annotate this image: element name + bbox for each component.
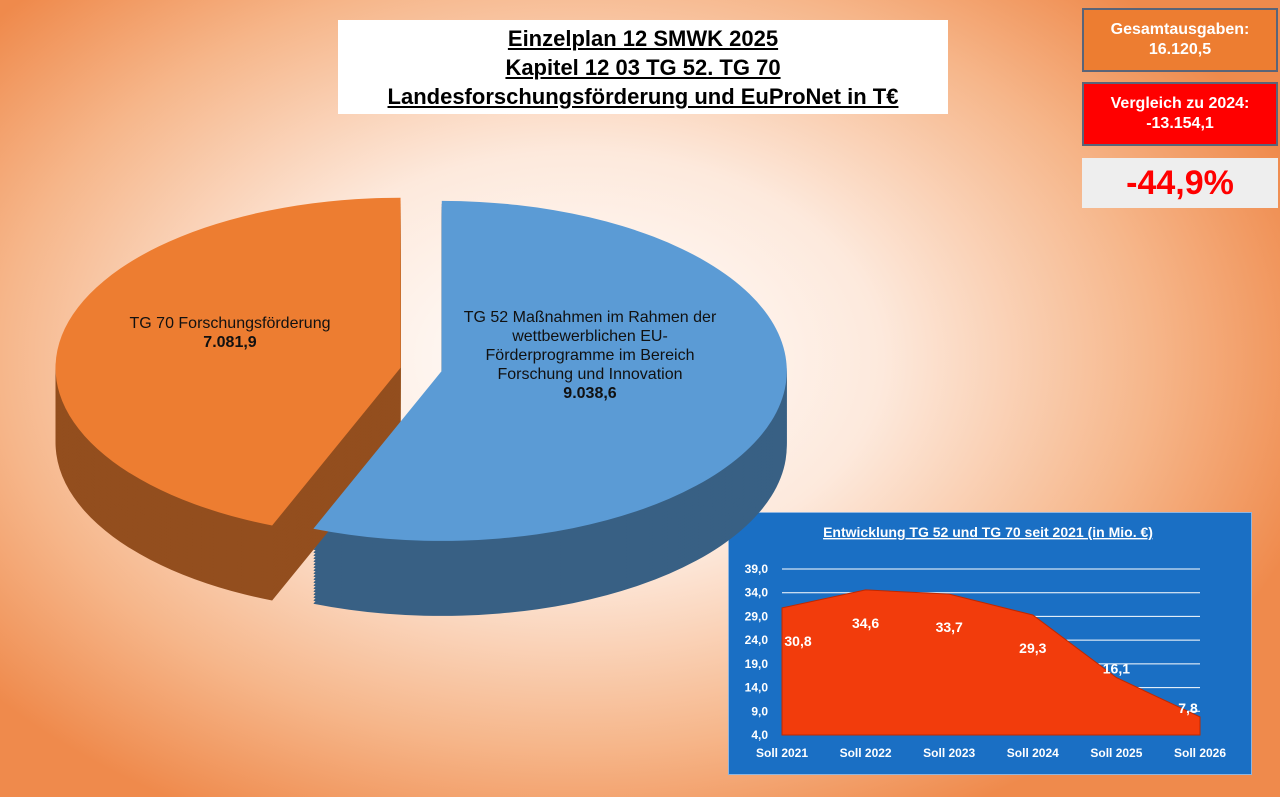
y-tick-label: 24,0 [745, 633, 769, 647]
value-label: 9.038,6 [563, 385, 617, 402]
y-tick-label: 14,0 [745, 681, 769, 695]
value-label: 30,8 [784, 633, 811, 649]
title-line: Einzelplan 12 SMWK 2025 [507, 26, 779, 51]
y-tick-label: 39,0 [745, 562, 769, 576]
y-tick-label: 19,0 [745, 657, 769, 671]
slice [55, 197, 401, 526]
compare-box: Vergleich zu 2024: -13.154,1 [1082, 82, 1278, 146]
change-box: -44,9% [1082, 158, 1278, 208]
x-tick-label: Soll 2023 [923, 746, 975, 760]
x-tick-label: Soll 2025 [1090, 746, 1142, 760]
category-label: TG 70 Forschungsförderung [129, 315, 331, 332]
slice [313, 200, 787, 541]
total-label: Gesamtausgaben: [1110, 21, 1250, 38]
x-tick-label: Soll 2022 [840, 746, 892, 760]
chart-title: Entwicklung TG 52 und TG 70 seit 2021 (i… [823, 524, 1153, 540]
slice-label: TG 70 Forschungsförderung 7.081,9 [100, 314, 360, 352]
x-tick-label: Soll 2021 [756, 746, 808, 760]
y-tick-label: 34,0 [745, 586, 769, 600]
y-tick-label: 29,0 [745, 609, 769, 623]
y-tick-label: 4,0 [751, 728, 768, 742]
title-box: Einzelplan 12 SMWK 2025 Kapitel 12 03 TG… [338, 20, 948, 114]
x-tick-label: Soll 2024 [1007, 746, 1059, 760]
area [781, 589, 1201, 736]
x-tick-label: Soll 2026 [1174, 746, 1226, 760]
title-line: Kapitel 12 03 TG 52. TG 70 [505, 55, 781, 80]
compare-label: Vergleich zu 2024: [1110, 95, 1250, 112]
category-label: TG 52 Maßnahmen im Rahmen der wettbewerb… [463, 309, 717, 383]
slice-label: TG 52 Maßnahmen im Rahmen der wettbewerb… [460, 308, 720, 403]
compare-value: -13.154,1 [1146, 115, 1214, 132]
total-box: Gesamtausgaben: 16.120,5 [1082, 8, 1278, 72]
y-tick-label: 9,0 [751, 704, 768, 718]
value-label: 16,1 [1103, 661, 1130, 677]
value-label: 34,6 [852, 615, 879, 631]
value-label: 7.081,9 [203, 334, 257, 351]
value-label: 33,7 [936, 619, 963, 635]
value-label: 29,3 [1019, 640, 1046, 656]
value-label: 7,8 [1178, 700, 1198, 716]
title-line: Landesforschungsförderung und EuProNet i… [387, 84, 899, 109]
total-value: 16.120,5 [1148, 41, 1212, 58]
